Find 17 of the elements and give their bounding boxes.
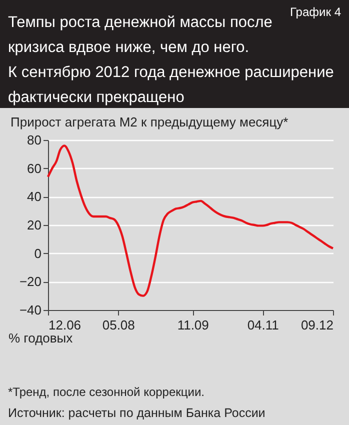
x-tick-label: 12.06 (48, 318, 82, 332)
y-tick-label: −40 (19, 302, 42, 318)
x-tick-label: 04.11 (247, 318, 279, 332)
text: Источник: расчеты по данным Банка России (8, 406, 266, 420)
y-tick-label: 0 (34, 246, 42, 261)
x-tick-label: 09.12 (300, 318, 334, 332)
x-axis-title: % годовых (8, 330, 74, 346)
y-tick-label: 60 (27, 160, 42, 176)
y-tick-label: 20 (27, 218, 42, 232)
y-axis-title: Прирост агрегата М2 к предыдущему месяцу* (10, 114, 288, 130)
y-tick-label: −20 (19, 274, 42, 290)
line-series (46, 144, 334, 297)
y-tick-label: 40 (27, 189, 42, 204)
y-tick-label: 80 (27, 132, 42, 148)
x-tick-label: 11.09 (177, 318, 209, 332)
x-tick-label: 05.08 (102, 318, 135, 332)
text: *Тренд, после сезонной коррекции. (8, 385, 205, 399)
